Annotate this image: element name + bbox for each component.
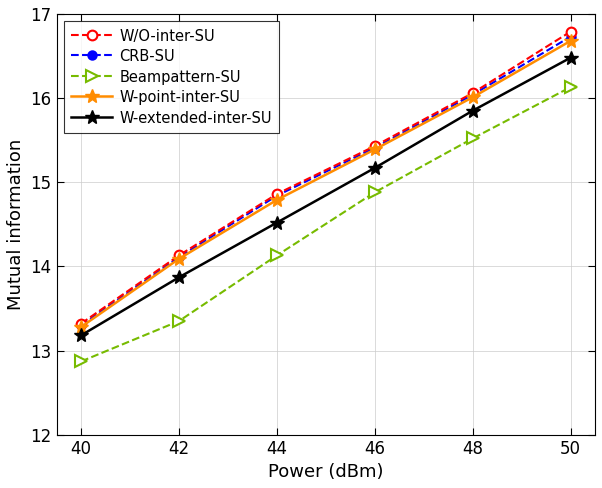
W-point-inter-SU	[273, 197, 281, 203]
W-point-inter-SU	[78, 324, 85, 330]
W-extended-inter-SU	[175, 274, 182, 280]
Line: W/O-inter-SU: W/O-inter-SU	[76, 27, 576, 328]
W/O-inter-SU	[78, 321, 85, 326]
CRB-SU	[273, 193, 281, 199]
W/O-inter-SU	[469, 90, 476, 96]
W-extended-inter-SU	[567, 55, 574, 61]
Beampattern-SU	[78, 359, 85, 365]
W/O-inter-SU	[175, 252, 182, 258]
W-point-inter-SU	[175, 256, 182, 262]
W-extended-inter-SU	[273, 220, 281, 225]
W/O-inter-SU	[371, 143, 379, 149]
CRB-SU	[78, 323, 85, 328]
Beampattern-SU	[371, 189, 379, 195]
Line: W-point-inter-SU: W-point-inter-SU	[74, 34, 577, 334]
X-axis label: Power (dBm): Power (dBm)	[268, 463, 383, 481]
W-extended-inter-SU	[78, 332, 85, 338]
W-extended-inter-SU	[371, 165, 379, 171]
W-point-inter-SU	[567, 38, 574, 44]
Y-axis label: Mutual information: Mutual information	[7, 139, 25, 310]
CRB-SU	[175, 254, 182, 260]
Legend: W/O-inter-SU, CRB-SU, Beampattern-SU, W-point-inter-SU, W-extended-inter-SU: W/O-inter-SU, CRB-SU, Beampattern-SU, W-…	[64, 21, 279, 133]
Line: W-extended-inter-SU: W-extended-inter-SU	[74, 51, 577, 342]
Beampattern-SU	[469, 136, 476, 142]
W/O-inter-SU	[567, 29, 574, 35]
Beampattern-SU	[273, 252, 281, 258]
CRB-SU	[567, 34, 574, 40]
CRB-SU	[371, 145, 379, 151]
Line: CRB-SU: CRB-SU	[77, 33, 575, 329]
W/O-inter-SU	[273, 191, 281, 197]
W-point-inter-SU	[469, 94, 476, 100]
W-point-inter-SU	[371, 146, 379, 152]
Beampattern-SU	[567, 84, 574, 90]
Beampattern-SU	[175, 318, 182, 324]
W-extended-inter-SU	[469, 108, 476, 114]
Line: Beampattern-SU: Beampattern-SU	[75, 81, 576, 367]
CRB-SU	[469, 92, 476, 98]
